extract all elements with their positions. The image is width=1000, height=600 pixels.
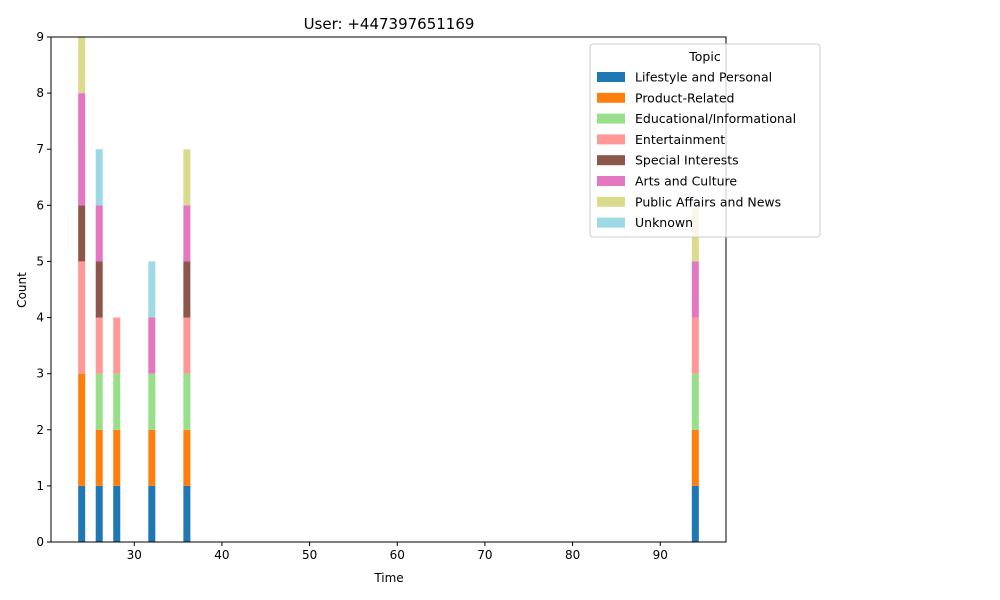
bar-segment-public-affairs-and-news-x24 xyxy=(78,37,86,94)
bar-segment-entertainment-x24 xyxy=(78,261,86,374)
bars-layer xyxy=(78,37,699,542)
legend-label-unknown: Unknown xyxy=(635,215,693,230)
bar-segment-arts-and-culture-x32 xyxy=(148,317,156,374)
legend: Topic Lifestyle and Personal Product-Rela… xyxy=(589,43,821,238)
bar-segment-product-related-x28 xyxy=(113,429,121,486)
legend-items: Lifestyle and Personal Product-Related Edu… xyxy=(597,70,796,230)
bar-segment-product-related-x26 xyxy=(95,429,103,486)
legend-swatch-unknown xyxy=(597,217,625,228)
x-tick-label: 80 xyxy=(565,548,580,562)
y-tick-label: 9 xyxy=(36,30,44,44)
legend-frame xyxy=(589,43,821,238)
bar-segment-lifestyle-and-personal-x24 xyxy=(78,485,86,542)
legend-swatch-product-related xyxy=(597,92,625,103)
legend-label-special-interests: Special Interests xyxy=(635,153,739,168)
x-tick-label: 70 xyxy=(477,548,492,562)
bar-segment-product-related-x36 xyxy=(183,429,191,486)
bar-segment-public-affairs-and-news-x36 xyxy=(183,149,191,206)
legend-label-lifestyle-and-personal: Lifestyle and Personal xyxy=(635,70,772,85)
x-tick-label: 90 xyxy=(653,548,668,562)
bar-segment-entertainment-x36 xyxy=(183,317,191,374)
legend-label-entertainment: Entertainment xyxy=(635,132,725,147)
y-axis: 0 1 2 3 4 5 6 7 8 9 xyxy=(36,30,51,549)
bar-segment-lifestyle-and-personal-x94 xyxy=(691,485,699,542)
x-tick-label: 30 xyxy=(127,548,142,562)
plot-frame xyxy=(50,36,727,543)
y-tick-label: 2 xyxy=(36,423,44,437)
bar-segment-educational-informational-x26 xyxy=(95,373,103,430)
bar-segment-lifestyle-and-personal-x26 xyxy=(95,485,103,542)
legend-label-public-affairs-and-news: Public Affairs and News xyxy=(635,194,781,209)
legend-label-educational-informational: Educational/Informational xyxy=(635,111,796,126)
y-tick-label: 5 xyxy=(36,254,44,268)
y-tick-label: 7 xyxy=(36,142,44,156)
y-tick-label: 0 xyxy=(36,535,44,549)
bar-segment-educational-informational-x32 xyxy=(148,373,156,430)
y-tick-label: 3 xyxy=(36,367,44,381)
bar-segment-arts-and-culture-x24 xyxy=(78,93,86,206)
bar-segment-special-interests-x26 xyxy=(95,261,103,318)
legend-swatch-arts-and-culture xyxy=(597,176,625,186)
x-tick-label: 60 xyxy=(390,548,405,562)
x-axis: 30 40 50 60 70 80 90 xyxy=(127,542,668,562)
legend-title: Topic xyxy=(688,49,721,64)
chart-title: User: +447397651169 xyxy=(304,15,475,33)
legend-swatch-public-affairs-and-news xyxy=(597,196,625,207)
bar-segment-product-related-x94 xyxy=(691,429,699,486)
legend-swatch-educational-informational xyxy=(597,113,625,124)
bar-segment-educational-informational-x94 xyxy=(691,373,699,430)
y-tick-label: 6 xyxy=(36,198,44,212)
bar-segment-unknown-x26 xyxy=(95,149,103,206)
bar-segment-special-interests-x36 xyxy=(183,261,191,318)
bar-segment-educational-informational-x28 xyxy=(113,373,121,430)
y-axis-label: Count xyxy=(15,272,29,308)
bar-segment-lifestyle-and-personal-x32 xyxy=(148,485,156,542)
x-tick-label: 40 xyxy=(214,548,229,562)
bar-segment-arts-and-culture-x94 xyxy=(691,261,699,318)
bar-segment-product-related-x24 xyxy=(78,373,86,486)
y-tick-label: 8 xyxy=(36,86,44,100)
y-tick-label: 1 xyxy=(36,479,44,493)
x-axis-label: Time xyxy=(373,571,403,585)
y-tick-label: 4 xyxy=(36,311,44,325)
legend-swatch-lifestyle-and-personal xyxy=(597,72,625,82)
legend-swatch-special-interests xyxy=(597,155,625,166)
x-tick-label: 50 xyxy=(302,548,317,562)
bar-segment-product-related-x32 xyxy=(148,429,156,486)
bar-segment-entertainment-x28 xyxy=(113,317,121,374)
legend-swatch-entertainment xyxy=(597,134,625,145)
bar-segment-entertainment-x94 xyxy=(691,317,699,374)
bar-segment-special-interests-x24 xyxy=(78,205,86,262)
bar-segment-lifestyle-and-personal-x36 xyxy=(183,485,191,542)
bar-segment-arts-and-culture-x26 xyxy=(95,205,103,262)
bar-segment-educational-informational-x36 xyxy=(183,373,191,430)
bar-segment-arts-and-culture-x36 xyxy=(183,205,191,262)
legend-label-product-related: Product-Related xyxy=(635,90,734,105)
legend-label-arts-and-culture: Arts and Culture xyxy=(635,174,737,189)
bar-segment-entertainment-x26 xyxy=(95,317,103,374)
bar-segment-lifestyle-and-personal-x28 xyxy=(113,485,121,542)
bar-segment-unknown-x32 xyxy=(148,261,156,318)
